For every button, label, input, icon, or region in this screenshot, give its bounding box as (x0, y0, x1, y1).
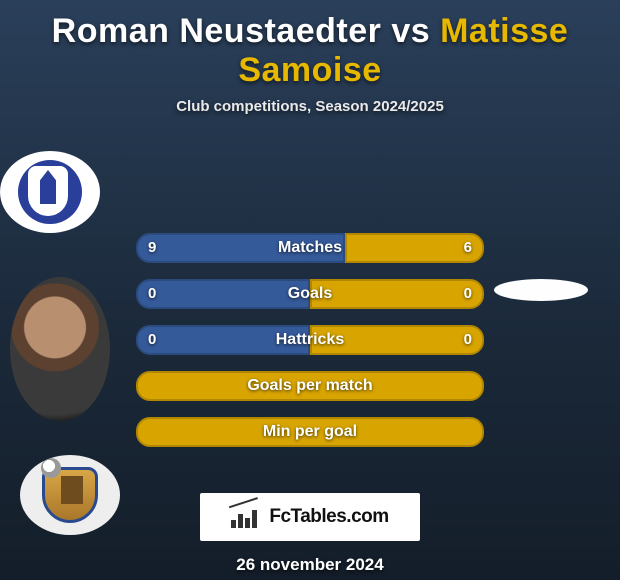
player1-name: Roman Neustaedter (52, 12, 382, 50)
snapshot-date: 26 november 2024 (0, 555, 620, 575)
player1-club-badge (20, 455, 120, 535)
stat-value-left: 0 (148, 325, 156, 355)
stat-value-right: 6 (464, 233, 472, 263)
stat-bar-left (136, 325, 310, 355)
comparison-title: Roman Neustaedter vs Matisse Samoise (0, 0, 620, 94)
stat-row: Hattricks00 (136, 325, 484, 357)
stat-bar-left (136, 279, 310, 309)
stat-bar-left (136, 371, 484, 401)
stat-bar-right (310, 279, 484, 309)
brand-text: FcTables.com (269, 506, 388, 528)
content-area: Matches96Goals00Hattricks00Goals per mat… (0, 151, 620, 575)
stat-row: Min per goal (136, 417, 484, 449)
stat-row: Matches96 (136, 233, 484, 265)
gent-crest-icon (18, 160, 82, 224)
vs-text: vs (391, 12, 430, 50)
stat-row: Goals00 (136, 279, 484, 311)
player1-photo-placeholder (10, 277, 110, 421)
chart-icon (231, 506, 263, 528)
stat-bar-left (136, 233, 345, 263)
comparison-bars: Matches96Goals00Hattricks00Goals per mat… (136, 233, 484, 449)
stat-value-left: 0 (148, 279, 156, 309)
player1-avatar (10, 277, 110, 421)
player2-club-badge (0, 151, 100, 233)
beveren-crest-icon (42, 467, 98, 523)
subtitle: Club competitions, Season 2024/2025 (0, 98, 620, 115)
stat-bar-left (136, 417, 484, 447)
player2-avatar-outline (494, 279, 588, 301)
stat-row: Goals per match (136, 371, 484, 403)
stat-bar-right (310, 325, 484, 355)
stat-value-right: 0 (464, 325, 472, 355)
brand-logo: FcTables.com (200, 493, 420, 541)
stat-value-left: 9 (148, 233, 156, 263)
stat-value-right: 0 (464, 279, 472, 309)
